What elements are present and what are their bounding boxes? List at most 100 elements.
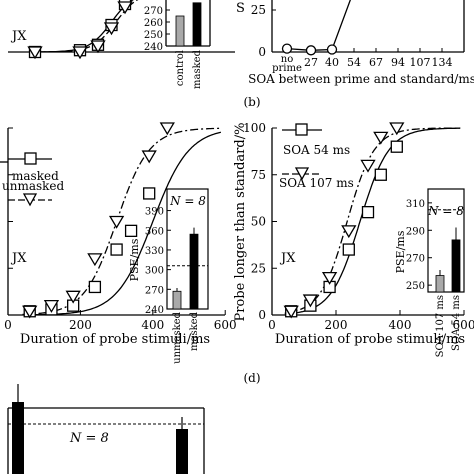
- panel-d-inset-y-tick-label: 310: [406, 199, 425, 210]
- panel-e-bars: [12, 384, 188, 474]
- panel-b-x-tick-label: no: [281, 54, 293, 65]
- panel-b-y-ticks: 0 25: [251, 3, 276, 59]
- panel-a-inset-category-label: control: [175, 50, 186, 86]
- panel-c-triangle-marker: [65, 290, 81, 304]
- panel-d: 0 200 400 600 0 25 50 75 100 Probe longer than …: [233, 121, 474, 385]
- panel-e-bar: [176, 429, 188, 474]
- panel-c-x-tick-label: 200: [69, 318, 92, 332]
- panel-d-inset-categories: SOA 107 ms SOA 54 ms: [435, 295, 462, 357]
- panel-d-inset-y-label: PSE/ms: [394, 230, 407, 273]
- panel-c-square-marker: [88, 280, 102, 294]
- panel-d-y-tick-label: 0: [258, 308, 266, 322]
- panel-d-markers: [283, 122, 405, 319]
- panel-c-inset-y-tick-label: 330: [145, 246, 164, 257]
- panel-d-x-axis-label: Duration of probe stimuli/ms: [275, 332, 465, 347]
- panel-c-triangle-marker: [22, 305, 38, 319]
- panel-a-inset-y-tick-label: 240: [144, 42, 163, 53]
- panel-a-inset-y-tick-label: 260: [144, 18, 163, 29]
- panel-d-inset-bar: [435, 275, 445, 293]
- panel-c-inset-bar: [172, 290, 182, 310]
- panel-d-x-ticks: 0 200 400 600: [268, 310, 474, 332]
- panel-c-triangle-marker: [108, 215, 125, 229]
- panel-c-triangle-marker: [141, 150, 157, 164]
- panel-c-inset-bars: [172, 227, 199, 310]
- panel-d-inset-category-label: SOA 54 ms: [451, 295, 462, 351]
- panel-c-observer-label: JX: [10, 251, 27, 266]
- panel-d-y-tick-label: 25: [251, 261, 266, 275]
- panel-b-x-tick-label: 54: [347, 56, 361, 69]
- legend-masked-square-marker: [24, 152, 37, 165]
- legend-soa54-label: SOA 54 ms: [283, 143, 350, 157]
- panel-d-y-ticks: 0 25 50 75 100: [243, 121, 277, 322]
- panel-a-inset-bar: [192, 2, 202, 47]
- panel-b-y-axis-label-fragment: S: [236, 1, 245, 16]
- panel-b-x-tick-label: 107: [410, 56, 431, 69]
- panel-d-square-marker: [374, 168, 387, 181]
- panel-b-x-tick-label: 67: [369, 56, 383, 69]
- panel-d-x-tick-label: 0: [268, 318, 276, 332]
- legend-soa107-label: SOA 107 ms: [279, 176, 354, 190]
- panel-d-triangle-marker: [341, 225, 357, 239]
- panel-d-inset: N = 8 250 270 290 310 SOA 107 ms SOA 54 ms P…: [394, 188, 465, 357]
- panel-c-triangle-marker: [87, 253, 103, 267]
- legend-masked-label: masked: [12, 169, 59, 183]
- panel-c-inset-ticks: 240 270 300 330 360 390: [145, 207, 171, 316]
- panel-c-y-ticks: [8, 127, 13, 316]
- panel-d-x-tick-label: 400: [389, 318, 412, 332]
- panel-d-square-marker: [361, 205, 375, 219]
- panel-d-triangle-marker: [389, 122, 405, 136]
- panel-a-inset-bar: [175, 15, 185, 47]
- panel-c-inset-y-tick-label: 240: [145, 305, 164, 316]
- panel-d-inset-bars: [435, 227, 461, 293]
- panel-c-inset-frame: [166, 188, 209, 310]
- panel-b-x-tick-label: prime: [272, 63, 302, 74]
- legend-soa54-square-marker: [295, 123, 308, 136]
- panel-d-square-marker: [342, 243, 355, 256]
- panel-b-markers: [281, 43, 338, 56]
- panel-c-x-axis-label: Duration of probe stimuli/ms: [20, 332, 210, 347]
- panel-b-x-axis-label: SOA between prime and standard/ms: [248, 72, 474, 86]
- panel-b-y-tick-label: 25: [251, 3, 266, 17]
- panel-c-square-marker: [143, 187, 156, 200]
- panel-a-triangle-marker: [27, 46, 43, 60]
- panel-b-circle-marker: [305, 45, 317, 56]
- panel-d-observer-label: JX: [279, 251, 296, 266]
- panel-b-x-tick-label: 40: [325, 56, 339, 69]
- panel-b-line: [286, 0, 351, 51]
- panel-c-x-tick-label: 600: [214, 318, 237, 332]
- legend-unmasked-triangle-marker: [22, 193, 38, 207]
- panel-a-inset-y-tick-label: 250: [144, 30, 163, 41]
- panel-b-circle-marker: [281, 43, 293, 54]
- panel-d-y-tick-label: 50: [251, 215, 266, 229]
- panel-b-circle-marker: [326, 44, 338, 55]
- panel-c-legend: masked unmasked: [0, 152, 65, 207]
- panel-a-triangle-marker: [72, 46, 88, 60]
- panel-d-x-tick-label: 200: [325, 318, 348, 332]
- panel-e-annotation: N = 8: [69, 431, 109, 446]
- panel-c-inset-y-tick-label: 360: [145, 226, 164, 237]
- panel-c-triangle-marker: [159, 122, 175, 136]
- panel-d-legend: SOA 54 ms SOA 107 ms: [279, 123, 354, 190]
- panel-c-inset-categories: unmasked masked: [172, 311, 200, 363]
- panel-d-inset-y-tick-label: 250: [406, 281, 425, 292]
- panel-c-inset-category-label: masked: [189, 311, 200, 351]
- panel-d-x-tick-label: 600: [453, 318, 474, 332]
- panel-d-inset-category-label: SOA 107 ms: [435, 295, 446, 357]
- panel-c-square-marker: [124, 224, 138, 238]
- panel-c-inset-y-tick-label: 390: [145, 207, 164, 218]
- panel-b-x-tick-label: 134: [432, 56, 453, 69]
- panel-d-y-tick-label: 75: [251, 168, 266, 182]
- panel-c-x-ticks: 0 200 400 600: [4, 310, 237, 332]
- panel-a-markers: [27, 0, 133, 60]
- panel-a-inset-category-label: masked: [192, 49, 203, 89]
- panel-c-markers: [22, 122, 175, 319]
- panel-d-y-tick-label: 100: [243, 121, 266, 135]
- panel-d-triangle-marker: [283, 305, 299, 319]
